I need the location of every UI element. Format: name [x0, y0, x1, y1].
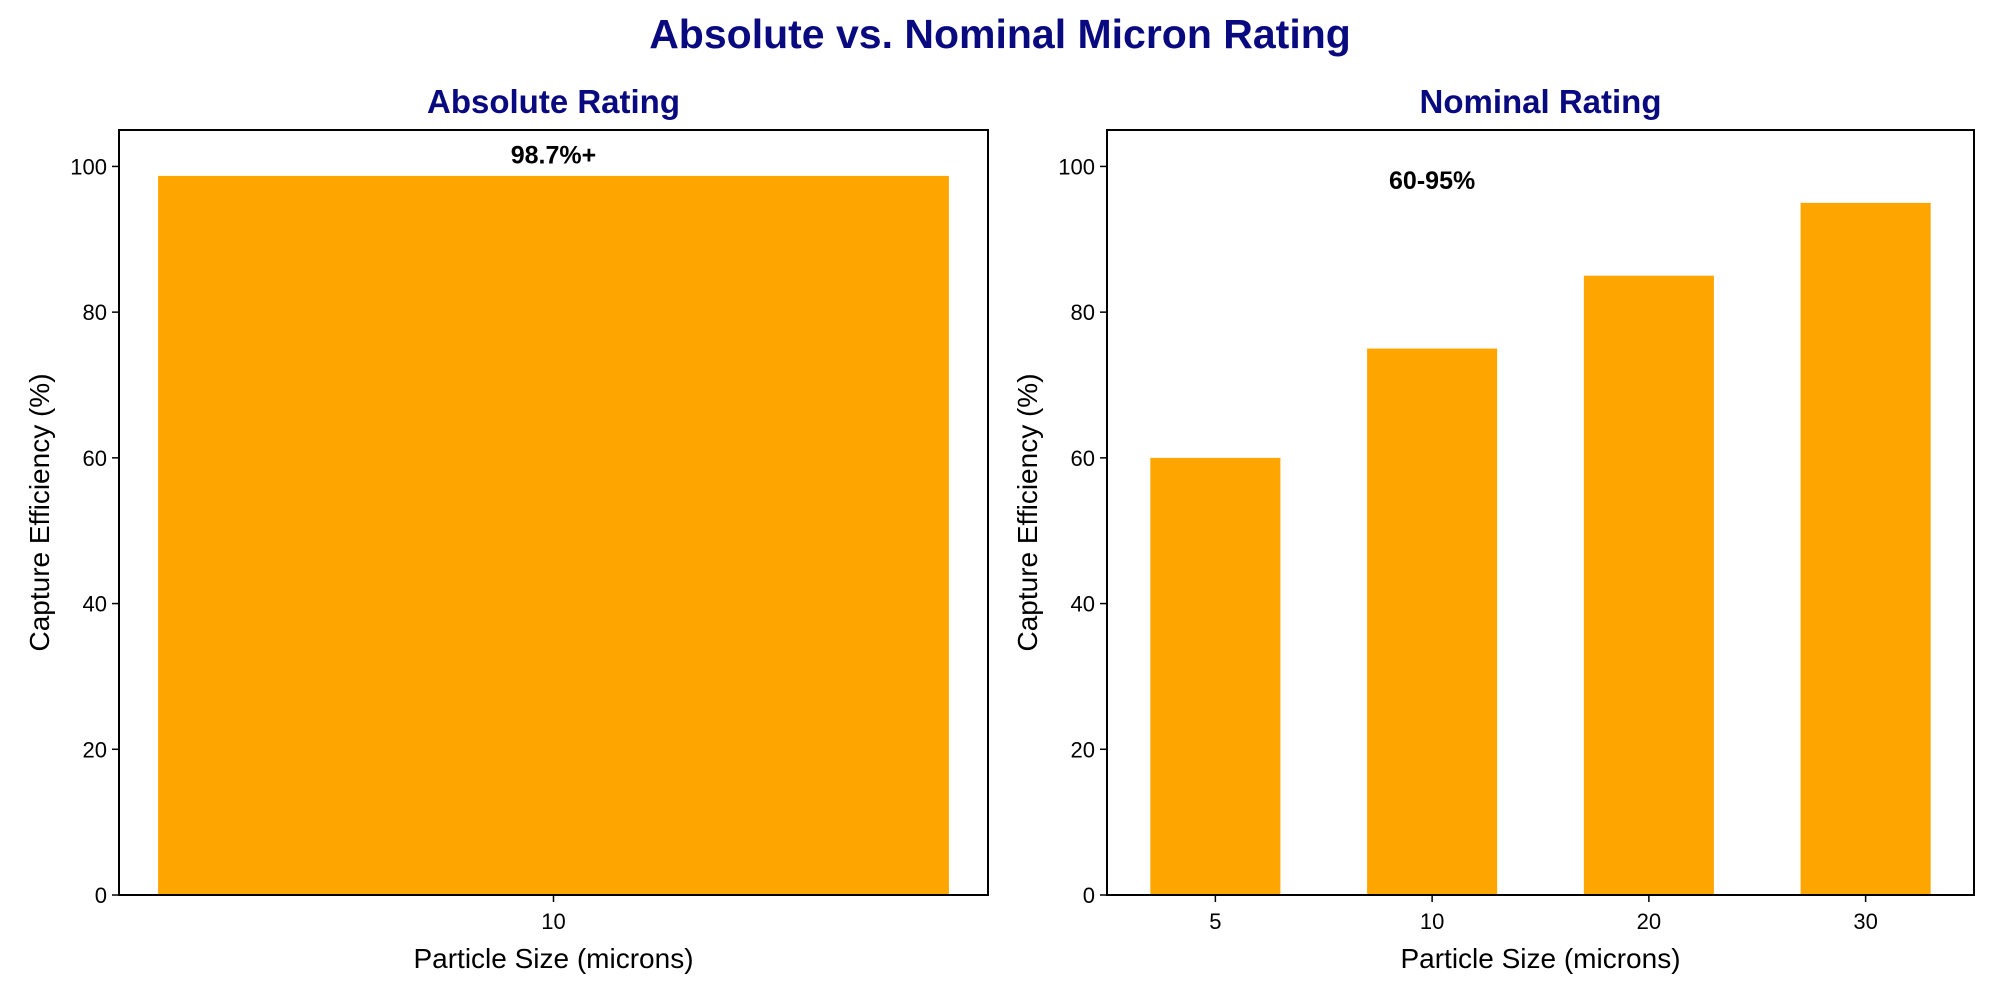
x-tick-label: 10 [1420, 909, 1444, 934]
x-axis: 10 [541, 895, 566, 934]
range-annotation: 98.7%+ [511, 142, 597, 170]
chart-title: Nominal Rating [1419, 83, 1661, 120]
absolute-rating-chart: Absolute Rating 0 20 40 60 80 100 10 98.7%+ P… [24, 83, 989, 974]
x-tick-label: 20 [1637, 909, 1661, 934]
bars-group [158, 175, 949, 895]
bar-30 [1800, 202, 1931, 895]
x-axis-label: Particle Size (microns) [413, 943, 693, 974]
y-axis: 0 20 40 60 80 100 [70, 154, 119, 908]
bar-10 [1367, 348, 1498, 896]
range-annotation: 60-95% [1389, 167, 1475, 195]
y-tick-label: 0 [95, 883, 107, 908]
bar-10 [158, 175, 949, 895]
chart-title: Absolute Rating [427, 83, 680, 120]
y-tick-label: 40 [1071, 592, 1095, 617]
y-tick-label: 80 [83, 300, 107, 325]
y-tick-label: 60 [83, 446, 107, 471]
x-tick-label: 5 [1209, 909, 1221, 934]
y-tick-label: 40 [83, 592, 107, 617]
y-tick-label: 80 [1071, 300, 1095, 325]
y-tick-label: 20 [1071, 737, 1095, 762]
y-tick-label: 60 [1071, 446, 1095, 471]
y-axis: 0 20 40 60 80 100 [1058, 154, 1107, 908]
y-tick-label: 0 [1083, 883, 1095, 908]
x-axis: 5 10 20 30 [1209, 895, 1878, 934]
bar-20 [1583, 275, 1714, 895]
x-tick-label: 10 [541, 909, 565, 934]
bar-5 [1150, 457, 1281, 895]
y-tick-label: 100 [1058, 154, 1095, 179]
x-tick-label: 30 [1853, 909, 1877, 934]
y-tick-label: 100 [70, 154, 107, 179]
figure-title: Absolute vs. Nominal Micron Rating [649, 11, 1351, 57]
y-axis-label: Capture Efficiency (%) [24, 373, 55, 651]
plot-frame [1106, 129, 1975, 896]
nominal-rating-chart: Nominal Rating 0 20 40 60 80 100 5 10 20 30 60-9… [1012, 83, 1975, 974]
x-axis-label: Particle Size (microns) [1400, 943, 1680, 974]
bars-group [1150, 202, 1931, 896]
y-tick-label: 20 [83, 737, 107, 762]
y-axis-label: Capture Efficiency (%) [1012, 373, 1043, 651]
